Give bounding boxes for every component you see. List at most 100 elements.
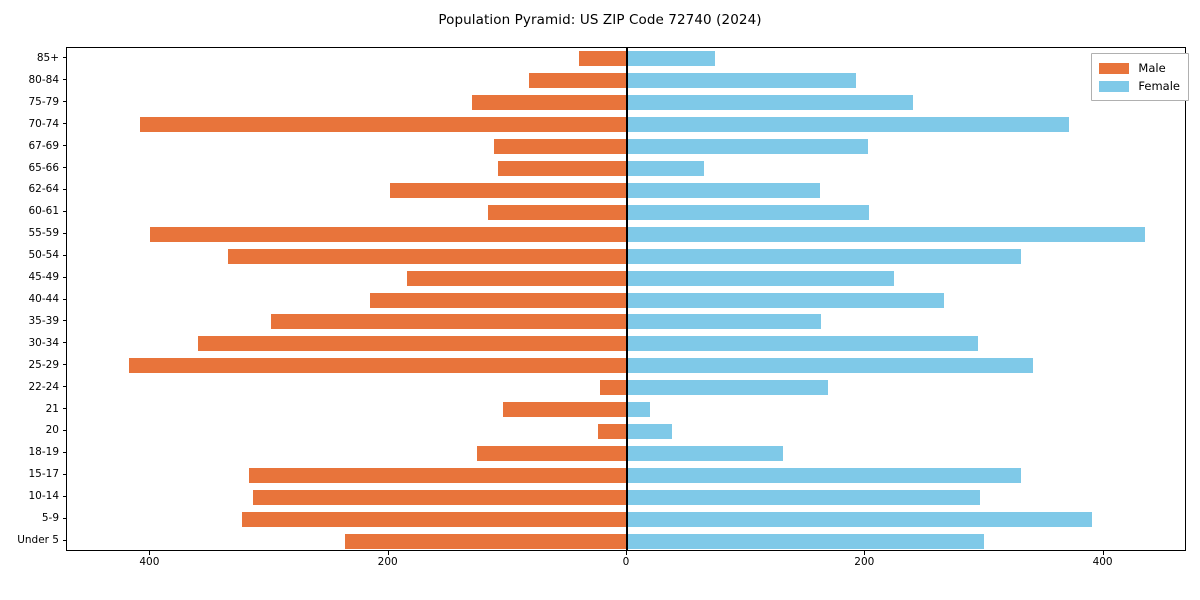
bar-male-75-79 xyxy=(472,95,627,111)
y-tick-mark xyxy=(62,298,66,300)
y-tick-label: 75-79 xyxy=(28,95,59,108)
bar-female-65-66 xyxy=(627,161,705,177)
y-tick-mark xyxy=(62,57,66,59)
bar-female-62-64 xyxy=(627,182,821,198)
legend-item-male: Male xyxy=(1099,59,1180,77)
bar-male-20 xyxy=(598,423,627,439)
y-tick-label: 5-9 xyxy=(41,512,59,525)
bar-male-67-69 xyxy=(493,139,627,155)
bar-male-5-9 xyxy=(242,511,627,527)
y-tick-label: 62-64 xyxy=(28,183,59,196)
bar-female-67-69 xyxy=(627,139,868,155)
bar-female-45-49 xyxy=(627,270,894,286)
x-tick-mark xyxy=(626,551,627,555)
y-tick-label: 40-44 xyxy=(28,293,59,305)
y-tick-mark xyxy=(62,320,66,322)
bar-female-75-79 xyxy=(627,95,913,111)
bar-male-85- xyxy=(579,51,627,67)
y-tick-label: Under 5 xyxy=(17,534,59,547)
chart-legend: Male Female xyxy=(1091,53,1189,101)
y-tick-mark xyxy=(62,342,66,344)
y-tick-label: 25-29 xyxy=(28,358,59,371)
bar-male-10-14 xyxy=(252,489,627,505)
bar-male-25-29 xyxy=(128,358,627,374)
legend-item-female: Female xyxy=(1099,77,1180,95)
bar-male-55-59 xyxy=(150,226,627,242)
bar-female-15-17 xyxy=(627,467,1022,483)
y-tick-label: 85+ xyxy=(36,51,59,64)
y-tick-label: 80-84 xyxy=(28,73,59,86)
y-tick-label: 30-34 xyxy=(28,336,59,349)
y-tick-mark xyxy=(62,517,66,519)
bar-male-15-17 xyxy=(249,467,627,483)
bar-male-65-66 xyxy=(498,161,627,177)
y-tick-mark xyxy=(62,167,66,169)
x-tick-label: 400 xyxy=(1092,556,1113,568)
y-tick-mark xyxy=(62,188,66,190)
y-tick-label: 20 xyxy=(45,424,59,437)
bar-male-80-84 xyxy=(529,73,627,89)
bar-female-35-39 xyxy=(627,314,822,330)
y-tick-mark xyxy=(62,386,66,388)
bar-male-30-34 xyxy=(198,336,627,352)
y-tick-mark xyxy=(62,451,66,453)
y-tick-label: 65-66 xyxy=(28,161,59,174)
bar-male-18-19 xyxy=(476,445,627,461)
y-tick-label: 21 xyxy=(45,402,59,415)
bar-male-60-61 xyxy=(487,204,627,220)
bar-female-70-74 xyxy=(627,117,1070,133)
bar-female-21 xyxy=(627,402,650,418)
legend-swatch-female xyxy=(1099,80,1130,92)
x-tick-label: 200 xyxy=(854,556,875,568)
y-tick-mark xyxy=(62,429,66,431)
bar-female-50-54 xyxy=(627,248,1022,264)
y-tick-mark xyxy=(62,232,66,234)
bar-female-10-14 xyxy=(627,489,980,505)
legend-label-male: Male xyxy=(1138,61,1166,75)
x-tick-mark xyxy=(387,551,389,555)
y-tick-mark xyxy=(62,408,66,410)
x-tick-mark xyxy=(1102,551,1104,555)
x-tick-label: 0 xyxy=(622,556,630,568)
y-tick-label: 35-39 xyxy=(28,314,59,327)
x-axis-ticks: 400 200 0 200 400 xyxy=(66,551,1186,581)
y-tick-mark xyxy=(62,495,66,497)
x-tick-mark xyxy=(149,551,151,555)
legend-swatch-male xyxy=(1099,62,1130,74)
bar-male-21 xyxy=(503,402,627,418)
chart-title: Population Pyramid: US ZIP Code 72740 (2… xyxy=(438,12,762,28)
y-tick-label: 18-19 xyxy=(28,446,59,459)
bar-male-50-54 xyxy=(227,248,627,264)
bar-female-40-44 xyxy=(627,292,944,308)
y-tick-mark xyxy=(62,79,66,81)
bar-male-62-64 xyxy=(389,182,627,198)
y-tick-mark xyxy=(62,364,66,366)
zero-axis-line xyxy=(626,48,628,550)
y-tick-label: 70-74 xyxy=(28,117,59,130)
bar-female-30-34 xyxy=(627,336,979,352)
bar-male-35-39 xyxy=(270,314,627,330)
bars-layer xyxy=(67,48,1185,550)
y-tick-label: 60-61 xyxy=(28,205,59,218)
bar-female-80-84 xyxy=(627,73,856,89)
y-axis-ticks: 85+ 80-84 75-79 70-74 67-69 65-66 62-64 60-61 55… xyxy=(0,47,66,551)
y-tick-label: 67-69 xyxy=(28,139,59,152)
y-tick-mark xyxy=(62,276,66,278)
bar-female-22-24 xyxy=(627,380,829,396)
y-tick-mark xyxy=(62,473,66,475)
y-tick-label: 45-49 xyxy=(28,271,59,284)
y-tick-mark xyxy=(62,210,66,212)
y-tick-mark xyxy=(62,254,66,256)
bar-female-85- xyxy=(627,51,716,67)
bar-female-55-59 xyxy=(627,226,1146,242)
y-tick-mark xyxy=(62,539,66,541)
bar-female-18-19 xyxy=(627,445,784,461)
bar-male-70-74 xyxy=(139,117,627,133)
y-tick-label: 15-17 xyxy=(28,468,59,481)
bar-female-60-61 xyxy=(627,204,869,220)
bar-female-5-9 xyxy=(627,511,1092,527)
plot-area xyxy=(66,47,1186,551)
y-tick-label: 55-59 xyxy=(28,227,59,240)
bar-female-20 xyxy=(627,423,673,439)
